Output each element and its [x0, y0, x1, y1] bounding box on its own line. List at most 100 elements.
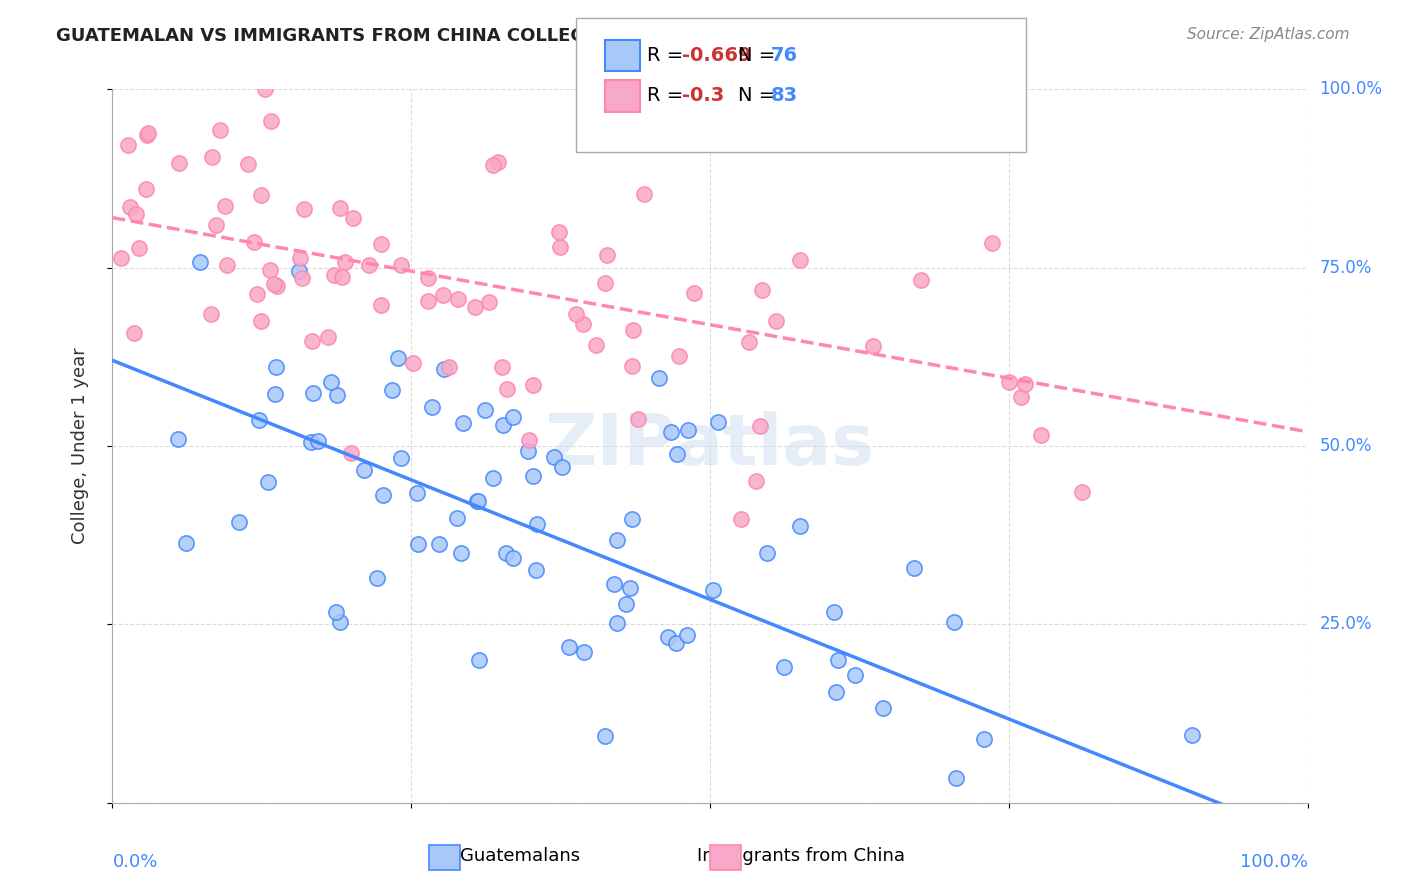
- Point: [676, 628, 699, 642]
- Point: [260, 114, 283, 128]
- Point: [730, 512, 752, 526]
- Point: [266, 278, 288, 293]
- Point: [547, 225, 569, 239]
- Text: 100.0%: 100.0%: [1320, 80, 1382, 98]
- Point: [519, 434, 541, 448]
- Point: [707, 415, 730, 429]
- Point: [903, 561, 925, 575]
- Point: [661, 425, 683, 440]
- Point: [340, 446, 363, 460]
- Point: [188, 255, 211, 269]
- Point: [253, 82, 276, 96]
- Point: [420, 400, 443, 414]
- Point: [387, 351, 409, 366]
- Point: [825, 684, 848, 698]
- Point: [606, 533, 628, 547]
- Point: [862, 339, 884, 353]
- Point: [524, 563, 547, 577]
- Point: [333, 255, 356, 269]
- Point: [464, 300, 486, 314]
- Text: -0.669: -0.669: [682, 45, 751, 65]
- Point: [325, 605, 347, 619]
- Y-axis label: College, Under 1 year: College, Under 1 year: [70, 348, 89, 544]
- Point: [321, 375, 343, 389]
- Point: [765, 314, 787, 328]
- Point: [167, 155, 190, 169]
- Point: [551, 460, 574, 475]
- Point: [353, 463, 375, 477]
- Point: [682, 286, 704, 301]
- Point: [128, 241, 150, 255]
- Point: [738, 334, 761, 349]
- Point: [288, 251, 311, 265]
- Point: [1070, 484, 1092, 499]
- Point: [827, 652, 849, 666]
- Point: [236, 157, 259, 171]
- Point: [502, 550, 524, 565]
- Point: [214, 199, 236, 213]
- Point: [1014, 376, 1036, 391]
- Point: [491, 359, 513, 374]
- Point: [136, 126, 159, 140]
- Point: [522, 378, 544, 392]
- Point: [666, 447, 689, 461]
- Point: [548, 240, 571, 254]
- Point: [264, 387, 287, 401]
- Point: [945, 771, 967, 785]
- Point: [357, 258, 380, 272]
- Point: [621, 511, 644, 525]
- Point: [495, 545, 517, 559]
- Point: [478, 295, 501, 310]
- Point: [574, 645, 596, 659]
- Point: [249, 413, 271, 427]
- Point: [371, 488, 394, 502]
- Point: [751, 283, 773, 297]
- Point: [342, 211, 364, 226]
- Point: [496, 382, 519, 396]
- Point: [1010, 390, 1032, 404]
- Point: [621, 323, 644, 337]
- Text: Immigrants from China: Immigrants from China: [697, 847, 905, 865]
- Text: 0.0%: 0.0%: [112, 853, 157, 871]
- Point: [596, 248, 619, 262]
- Point: [702, 582, 724, 597]
- Text: 25.0%: 25.0%: [1320, 615, 1372, 633]
- Point: [204, 219, 226, 233]
- Point: [482, 471, 505, 485]
- Point: [288, 264, 311, 278]
- Text: 50.0%: 50.0%: [1320, 437, 1372, 455]
- Point: [823, 605, 845, 619]
- Point: [492, 418, 515, 433]
- Text: GUATEMALAN VS IMMIGRANTS FROM CHINA COLLEGE, UNDER 1 YEAR CORRELATION CHART: GUATEMALAN VS IMMIGRANTS FROM CHINA COLL…: [56, 27, 981, 45]
- Point: [263, 277, 285, 291]
- Point: [543, 450, 565, 465]
- Point: [122, 326, 145, 340]
- Point: [110, 251, 132, 265]
- Point: [427, 536, 450, 550]
- Point: [910, 273, 932, 287]
- Point: [242, 235, 264, 249]
- Point: [1029, 427, 1052, 442]
- Text: 76: 76: [770, 45, 797, 65]
- Point: [402, 356, 425, 370]
- Point: [330, 269, 353, 284]
- Point: [474, 402, 496, 417]
- Point: [117, 138, 139, 153]
- Point: [299, 434, 322, 449]
- Point: [772, 659, 794, 673]
- Point: [998, 375, 1021, 389]
- Point: [323, 268, 346, 282]
- Point: [844, 667, 866, 681]
- Point: [256, 475, 278, 490]
- Point: [264, 359, 287, 374]
- Point: [326, 388, 349, 402]
- Point: [585, 338, 607, 352]
- Point: [614, 597, 637, 611]
- Point: [302, 386, 325, 401]
- Point: [522, 469, 544, 483]
- Point: [678, 424, 700, 438]
- Point: [973, 732, 995, 747]
- Point: [789, 518, 811, 533]
- Point: [259, 263, 281, 277]
- Point: [665, 636, 688, 650]
